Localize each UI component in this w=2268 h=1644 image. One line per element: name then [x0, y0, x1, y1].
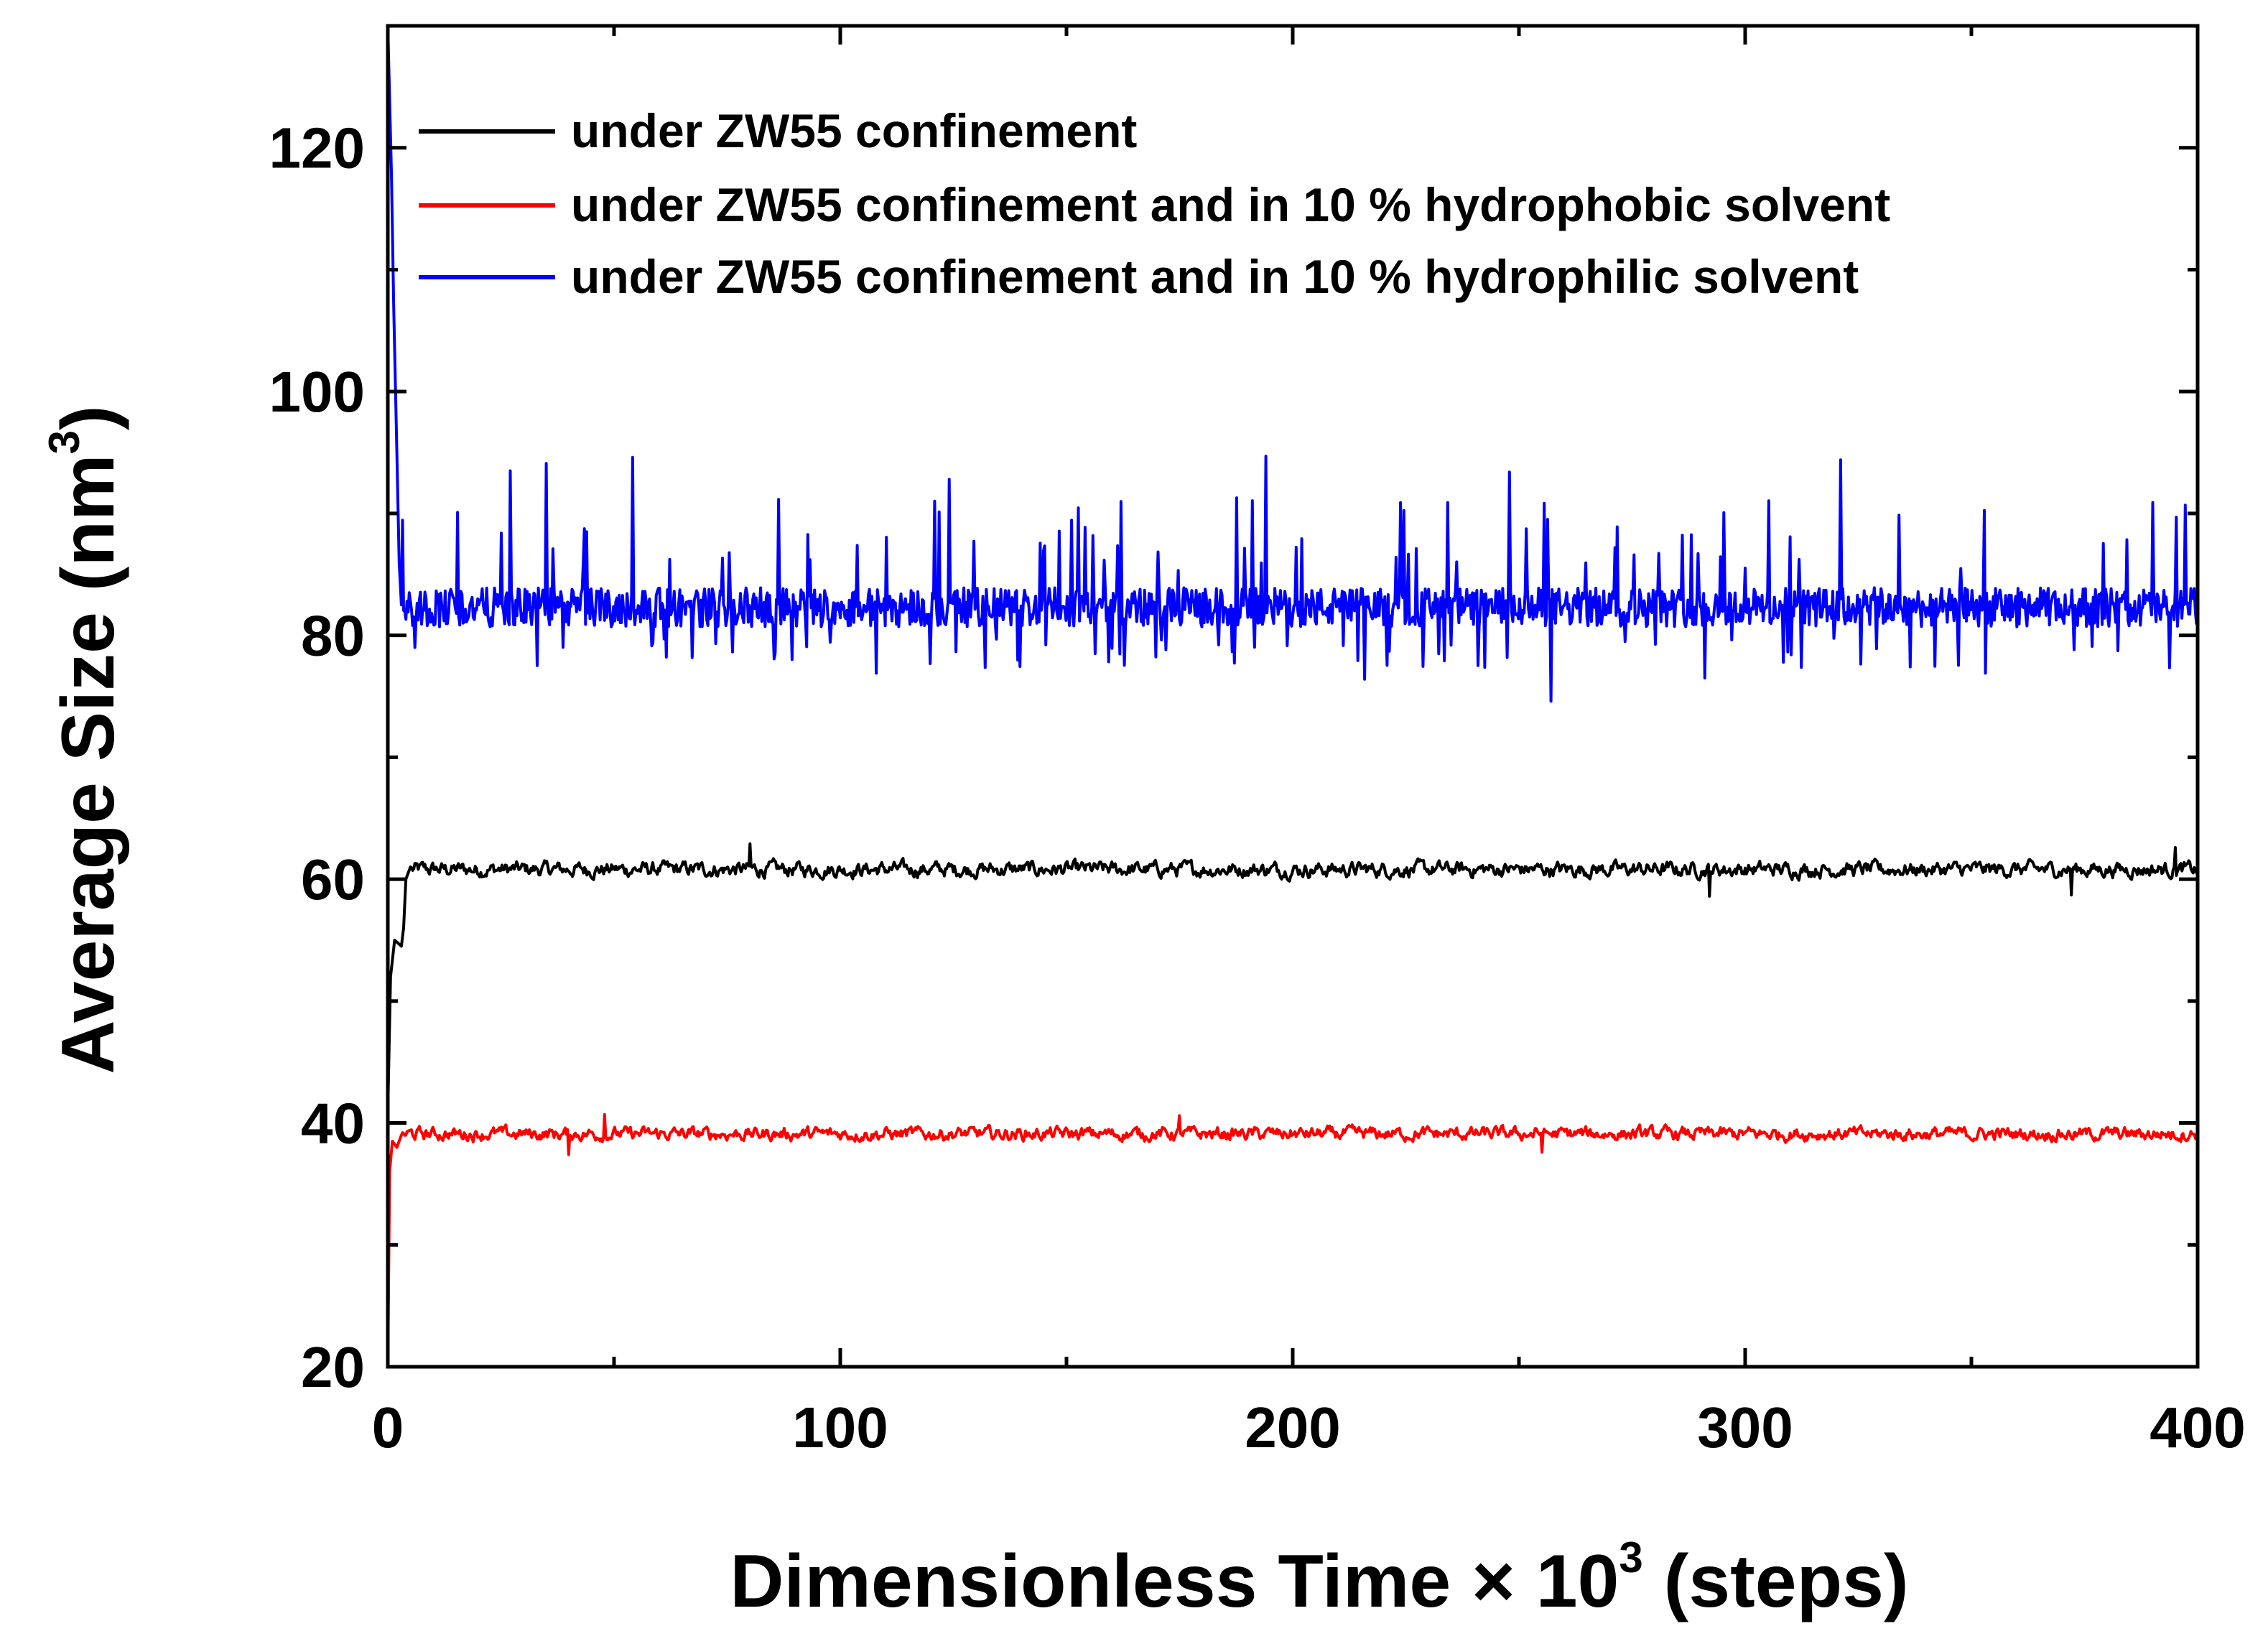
axis-ticks [386, 26, 2200, 1369]
legend-label-hydrophobic: under ZW55 confinement and in 10 % hydro… [571, 178, 1890, 231]
y-tick-label: 120 [269, 116, 365, 180]
legend: under ZW55 confinement under ZW55 confin… [419, 104, 1890, 303]
x-axis-title-suffix: (steps) [1643, 1540, 1909, 1623]
x-tick-label: 0 [372, 1395, 404, 1459]
y-tick-label: 60 [301, 847, 365, 911]
x-tick-label: 300 [1697, 1395, 1793, 1459]
x-axis-title-superscript: 3 [1619, 1533, 1642, 1582]
x-tick-label: 200 [1245, 1395, 1340, 1459]
x-tick-label: 400 [2150, 1395, 2245, 1459]
legend-label-confinement: under ZW55 confinement [571, 104, 1137, 157]
axis-tick-labels: 0 100 200 300 400 20 40 60 80 100 120 [269, 116, 2246, 1459]
y-axis-title-superscript: 3 [40, 430, 88, 454]
series-line-1 [386, 1113, 2199, 1367]
series-layer [386, 25, 2199, 1367]
y-axis-title-main: Average Size (nm [47, 454, 130, 1074]
series-line-0 [386, 842, 2199, 1111]
y-axis-title: Average Size (nm3) [40, 405, 130, 1074]
legend-label-hydrophilic: under ZW55 confinement and in 10 % hydro… [571, 250, 1859, 303]
series-line-2 [386, 25, 2199, 703]
x-axis-title: Dimensionless Time × 103 (steps) [730, 1533, 1908, 1623]
x-tick-label: 100 [792, 1395, 888, 1459]
y-tick-label: 20 [301, 1335, 365, 1399]
x-axis-title-main: Dimensionless Time × 10 [730, 1540, 1619, 1623]
y-tick-label: 40 [301, 1092, 365, 1156]
y-tick-label: 80 [301, 604, 365, 668]
y-tick-label: 100 [269, 360, 365, 424]
y-axis-title-suffix: ) [47, 405, 130, 430]
